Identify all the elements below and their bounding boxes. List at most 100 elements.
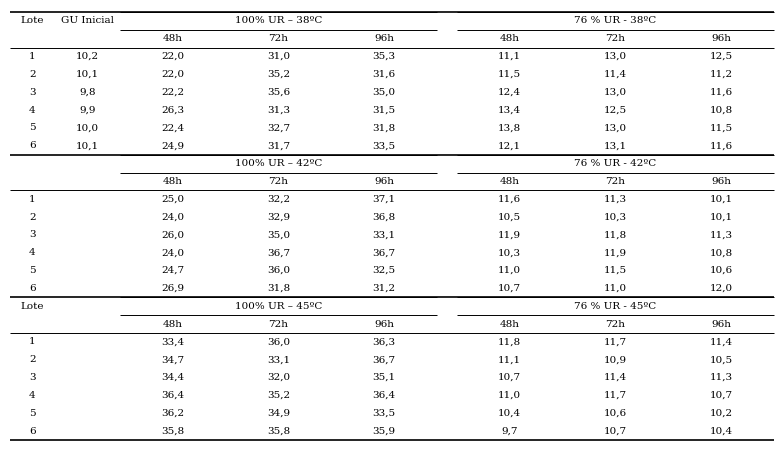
Text: 35,2: 35,2: [267, 391, 290, 400]
Text: 24,0: 24,0: [162, 248, 184, 257]
Text: 34,7: 34,7: [162, 355, 184, 364]
Text: 11,1: 11,1: [499, 355, 521, 364]
Text: 35,0: 35,0: [372, 88, 396, 97]
Text: 96h: 96h: [374, 34, 394, 43]
Text: 13,0: 13,0: [604, 88, 627, 97]
Text: 13,0: 13,0: [604, 123, 627, 132]
Text: 10,1: 10,1: [76, 141, 99, 150]
Text: 10,4: 10,4: [499, 409, 521, 418]
Text: 10,5: 10,5: [710, 355, 733, 364]
Text: 13,8: 13,8: [499, 123, 521, 132]
Text: 24,9: 24,9: [162, 141, 184, 150]
Text: 36,8: 36,8: [372, 212, 396, 222]
Text: 11,9: 11,9: [604, 248, 627, 257]
Text: 26,3: 26,3: [162, 106, 184, 114]
Text: 10,1: 10,1: [76, 70, 99, 79]
Text: 72h: 72h: [605, 320, 626, 329]
Text: 36,0: 36,0: [267, 266, 290, 275]
Text: 33,5: 33,5: [372, 141, 396, 150]
Text: 10,3: 10,3: [499, 248, 521, 257]
Text: 72h: 72h: [268, 34, 289, 43]
Text: 32,2: 32,2: [267, 195, 290, 204]
Text: 11,4: 11,4: [710, 337, 733, 347]
Text: 10,9: 10,9: [604, 355, 627, 364]
Text: 10,2: 10,2: [710, 409, 733, 418]
Text: 10,8: 10,8: [710, 106, 733, 114]
Text: 31,7: 31,7: [267, 141, 290, 150]
Text: 10,4: 10,4: [710, 427, 733, 436]
Text: 9,9: 9,9: [79, 106, 96, 114]
Text: 11,5: 11,5: [499, 70, 521, 79]
Text: 76 % UR - 38ºC: 76 % UR - 38ºC: [575, 17, 657, 26]
Text: 6: 6: [29, 427, 36, 436]
Text: GU Inicial: GU Inicial: [61, 17, 114, 26]
Text: 48h: 48h: [500, 34, 520, 43]
Text: 48h: 48h: [163, 320, 183, 329]
Text: 48h: 48h: [500, 320, 520, 329]
Text: 37,1: 37,1: [372, 195, 396, 204]
Text: 11,3: 11,3: [710, 230, 733, 239]
Text: 2: 2: [29, 355, 36, 364]
Text: 10,6: 10,6: [710, 266, 733, 275]
Text: 3: 3: [29, 373, 36, 382]
Text: 12,0: 12,0: [710, 284, 733, 293]
Text: 35,6: 35,6: [267, 88, 290, 97]
Text: 2: 2: [29, 70, 36, 79]
Text: 35,2: 35,2: [267, 70, 290, 79]
Text: 33,5: 33,5: [372, 409, 396, 418]
Text: 10,5: 10,5: [499, 212, 521, 222]
Text: 100% UR – 45ºC: 100% UR – 45ºC: [235, 302, 322, 311]
Text: 11,7: 11,7: [604, 391, 627, 400]
Text: 26,0: 26,0: [162, 230, 184, 239]
Text: 76 % UR - 45ºC: 76 % UR - 45ºC: [575, 302, 657, 311]
Text: 11,4: 11,4: [604, 373, 627, 382]
Text: 11,0: 11,0: [499, 266, 521, 275]
Text: 1: 1: [29, 337, 36, 347]
Text: 96h: 96h: [374, 177, 394, 186]
Text: 31,8: 31,8: [372, 123, 396, 132]
Text: 3: 3: [29, 88, 36, 97]
Text: 35,0: 35,0: [267, 230, 290, 239]
Text: 100% UR – 38ºC: 100% UR – 38ºC: [235, 17, 322, 26]
Text: 1: 1: [29, 52, 36, 61]
Text: 31,3: 31,3: [267, 106, 290, 114]
Text: 25,0: 25,0: [162, 195, 184, 204]
Text: 36,4: 36,4: [372, 391, 396, 400]
Text: 36,0: 36,0: [267, 337, 290, 347]
Text: 5: 5: [29, 409, 36, 418]
Text: 96h: 96h: [711, 34, 731, 43]
Text: 72h: 72h: [268, 320, 289, 329]
Text: 24,0: 24,0: [162, 212, 184, 222]
Text: 1: 1: [29, 195, 36, 204]
Text: 4: 4: [29, 106, 36, 114]
Text: 33,4: 33,4: [162, 337, 184, 347]
Text: 10,7: 10,7: [604, 427, 627, 436]
Text: 10,6: 10,6: [604, 409, 627, 418]
Text: 33,1: 33,1: [267, 355, 290, 364]
Text: 12,4: 12,4: [499, 88, 521, 97]
Text: 13,1: 13,1: [604, 141, 627, 150]
Text: 11,9: 11,9: [499, 230, 521, 239]
Text: 10,3: 10,3: [604, 212, 627, 222]
Text: Lote: Lote: [20, 302, 44, 311]
Text: 5: 5: [29, 123, 36, 132]
Text: 31,8: 31,8: [267, 284, 290, 293]
Text: 10,2: 10,2: [76, 52, 99, 61]
Text: 36,2: 36,2: [162, 409, 184, 418]
Text: 11,2: 11,2: [710, 70, 733, 79]
Text: 96h: 96h: [374, 320, 394, 329]
Text: 31,2: 31,2: [372, 284, 396, 293]
Text: 11,7: 11,7: [604, 337, 627, 347]
Text: 34,9: 34,9: [267, 409, 290, 418]
Text: 22,0: 22,0: [162, 70, 184, 79]
Text: 11,8: 11,8: [499, 337, 521, 347]
Text: 35,9: 35,9: [372, 427, 396, 436]
Text: 36,7: 36,7: [372, 355, 396, 364]
Text: 12,5: 12,5: [604, 106, 627, 114]
Text: 11,6: 11,6: [499, 195, 521, 204]
Text: 36,7: 36,7: [372, 248, 396, 257]
Text: 11,1: 11,1: [499, 52, 521, 61]
Text: 72h: 72h: [605, 34, 626, 43]
Text: 32,0: 32,0: [267, 373, 290, 382]
Text: 10,7: 10,7: [710, 391, 733, 400]
